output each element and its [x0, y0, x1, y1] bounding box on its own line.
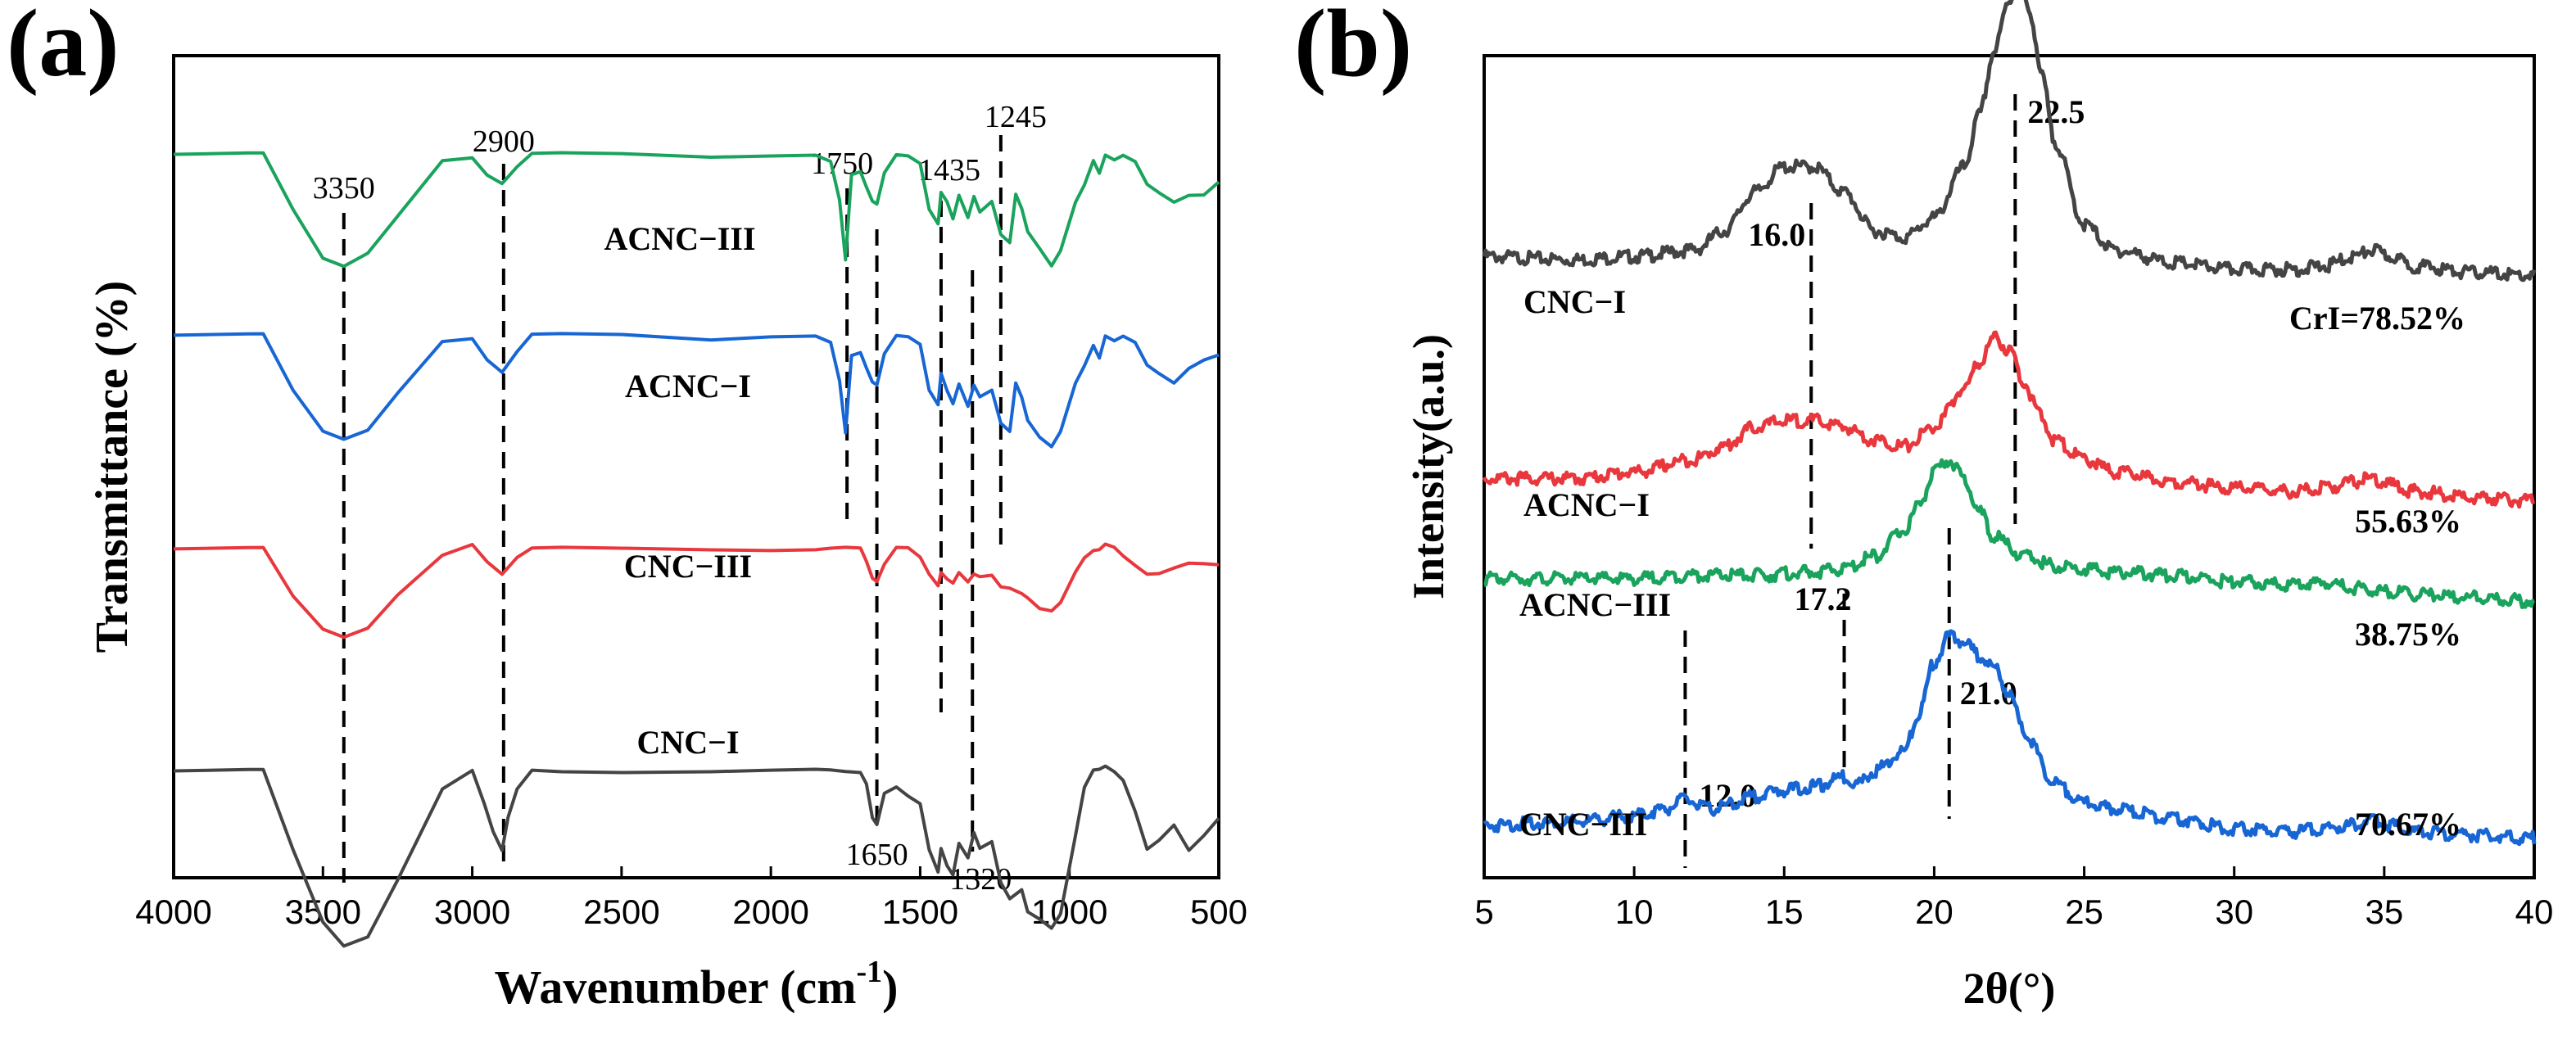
panel-a-xtick-label: 1500 [882, 893, 958, 931]
panel-b-xtick-label: 20 [1915, 893, 1954, 931]
panel-b-peak-label: 22.5 [2027, 93, 2085, 130]
panel-a-xtick-label: 2500 [583, 893, 659, 931]
panel-a-xtick-label: 3000 [434, 893, 510, 931]
panel-a-series-line [173, 151, 1220, 269]
panel-b-xlabel: 2θ(°) [1963, 964, 2056, 1013]
panel-b-xtick-label: 25 [2065, 893, 2103, 931]
panel-a-peak-label: 1750 [811, 147, 873, 181]
panel-b-series-line [1483, 458, 2536, 609]
panel-b-series-label: CNC−III [1519, 806, 1647, 843]
panel-b-crystallinity-label: CrI=78.52% [2289, 300, 2465, 337]
panel-b-xtick-label: 15 [1765, 893, 1804, 931]
panel-a-series-label: CNC−III [624, 548, 752, 585]
panel-b-crystallinity-label: 70.67% [2355, 806, 2461, 843]
panel-b-xrd: (b) 5 10 15 20 25 30 35 40 16.022.517.221.012.0… [1294, 0, 2553, 1013]
panel-b-series-line [1483, 629, 2537, 847]
panel-a-xtick-label: 1000 [1031, 893, 1107, 931]
panel-a-peak-label: 1650 [846, 838, 908, 872]
panel-b-series-line [1482, 0, 2537, 282]
panel-a-plot-frame [172, 54, 1220, 879]
panel-a-peak-label: 1245 [985, 100, 1047, 134]
panel-b-series-label: CNC−I [1523, 283, 1626, 320]
panel-a-xtick-label: 3500 [285, 893, 361, 931]
panel-b-xtick-label: 35 [2365, 893, 2403, 931]
panel-b-xtick-label: 5 [1474, 893, 1493, 931]
panel-a-series-label: ACNC−III [604, 220, 755, 257]
panel-b-xtick-label: 10 [1615, 893, 1654, 931]
panel-a-series-line [173, 332, 1220, 449]
panel-a-peak-label: 2900 [473, 124, 535, 159]
panel-b-xtick-label: 40 [2515, 893, 2554, 931]
panel-b-crystallinity-label: 55.63% [2355, 503, 2461, 540]
panel-b-series-line [1482, 330, 2536, 509]
panel-a-ylabel: Transmittance (%) [87, 281, 138, 653]
panel-a-series-label: CNC−I [636, 724, 739, 761]
panel-b-ylabel: Intensity(a.u.) [1404, 334, 1453, 599]
panel-a-xlabel: Wavenumber (cm-1) [495, 955, 899, 1014]
panel-a-series-label: ACNC−I [625, 368, 751, 404]
panel-b-series-label: ACNC−III [1519, 586, 1671, 623]
panel-b-peak-label: 16.0 [1748, 216, 1805, 253]
panel-a-peak-label: 1435 [918, 153, 980, 188]
panel-b-plot-frame [1483, 54, 2536, 879]
panel-a-series-line [173, 764, 1220, 948]
panel-b-crystallinity-label: 38.75% [2355, 616, 2461, 653]
panel-a-peak-label: 3350 [313, 171, 375, 206]
panel-b-peak-label: 17.2 [1795, 581, 1852, 617]
panel-a-xtick-label: 500 [1190, 893, 1247, 931]
panel-b-xtick-label: 30 [2215, 893, 2253, 931]
panel-a-peak-label: 1320 [949, 862, 1012, 897]
panel-a-xtick-label: 4000 [135, 893, 211, 931]
panel-a-ftir: (a) 4000 3500 3000 2500 2000 1500 1000 500 3350… [7, 0, 1247, 1014]
panel-a-xtick-label: 2000 [732, 893, 808, 931]
panel-b-series-label: ACNC−I [1523, 486, 1650, 523]
panel-b-label: (b) [1294, 0, 1412, 97]
panel-a-label: (a) [7, 0, 120, 97]
panel-a-series-line [173, 542, 1220, 639]
